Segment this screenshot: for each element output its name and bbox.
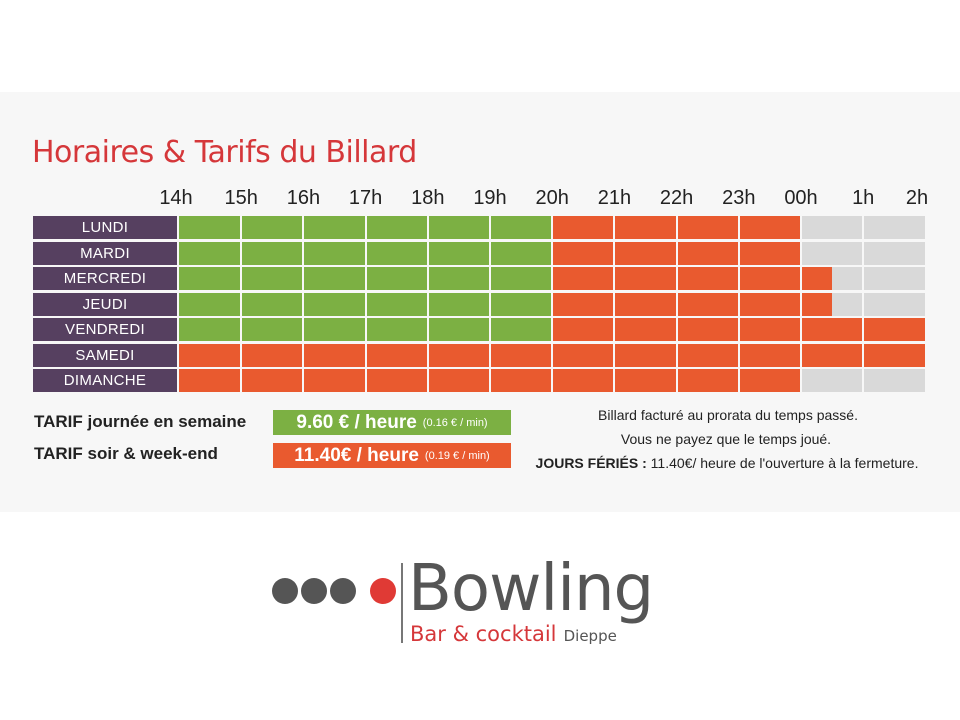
logo-red-dot-icon — [370, 578, 396, 604]
tarif-evening-label: TARIF soir & week-end — [34, 444, 218, 463]
logo-divider — [401, 563, 403, 643]
tarif-evening-box: 11.40€ / heure (0.19 € / min) — [273, 443, 511, 468]
hour-label: 21h — [597, 187, 632, 209]
logo-wordmark: Bowling — [408, 552, 654, 626]
note-time-played: Vous ne payez que le temps joué. — [620, 431, 832, 447]
grid-separator — [489, 216, 491, 395]
hour-label: 17h — [348, 187, 383, 209]
hour-label: 00h — [784, 187, 818, 209]
grid-separator — [426, 216, 429, 395]
tarif-day-per-min: (0.16 € / min) — [422, 416, 488, 429]
tarif-day-label: TARIF journée en semaine — [34, 412, 247, 431]
day-label: SAMEDI — [33, 343, 177, 367]
day-label: MERCREDI — [33, 267, 177, 290]
hour-label: 16h — [286, 187, 321, 209]
grid-separator — [862, 216, 865, 395]
hour-label: 19h — [473, 187, 507, 209]
note-holidays-label: JOURS FÉRIÉS : — [535, 455, 647, 471]
tarif-day-price: 9.60 € / heure — [296, 411, 417, 433]
day-label: MARDI — [33, 241, 177, 265]
evening-rate-segment — [552, 267, 833, 290]
logo-dot-icon — [272, 578, 298, 604]
tarif-evening-price: 11.40€ / heure — [294, 444, 419, 466]
logo-dot-icon — [330, 578, 356, 604]
hour-label: 18h — [411, 187, 445, 209]
closed-segment — [832, 267, 926, 290]
logo-subtitle: Bar & cocktail Dieppe — [410, 622, 617, 646]
grid-separator — [551, 216, 554, 395]
day-label: VENDREDI — [33, 318, 177, 341]
note-prorata: Billard facturé au prorata du temps pass… — [598, 407, 858, 423]
day-label: DIMANCHE — [33, 369, 177, 392]
hour-label: 1h — [852, 187, 875, 209]
day-label: LUNDI — [33, 216, 177, 239]
tarif-evening-per-min: (0.19 € / min) — [424, 449, 490, 462]
grid-separator — [800, 216, 802, 395]
grid-separator — [737, 216, 740, 395]
hour-label: 2h — [905, 187, 929, 209]
day-label: JEUDI — [33, 292, 177, 316]
hour-label: 15h — [224, 187, 258, 209]
hour-label: 20h — [535, 187, 569, 209]
hour-label: 22h — [659, 187, 694, 209]
grid-separator — [240, 216, 243, 395]
evening-rate-segment — [552, 292, 833, 316]
grid-separator — [364, 216, 367, 395]
tarif-day-box: 9.60 € / heure (0.16 € / min) — [273, 410, 511, 435]
note-holidays-text: 11.40€/ heure de l'ouverture à la fermet… — [646, 455, 919, 471]
logo-subtitle-bar: Bar & cocktail — [410, 622, 557, 646]
hour-label: 23h — [722, 187, 756, 209]
grid-separator — [675, 216, 678, 395]
note-holidays: JOURS FÉRIÉS : 11.40€/ heure de l'ouvert… — [536, 455, 919, 471]
grid-separator — [302, 216, 305, 395]
grid-separator — [613, 216, 616, 395]
hour-label: 14h — [159, 187, 193, 209]
closed-segment — [832, 292, 926, 316]
logo-subtitle-city: Dieppe — [563, 627, 617, 645]
page-title: Horaires & Tarifs du Billard — [32, 135, 417, 170]
logo-dot-icon — [301, 578, 327, 604]
